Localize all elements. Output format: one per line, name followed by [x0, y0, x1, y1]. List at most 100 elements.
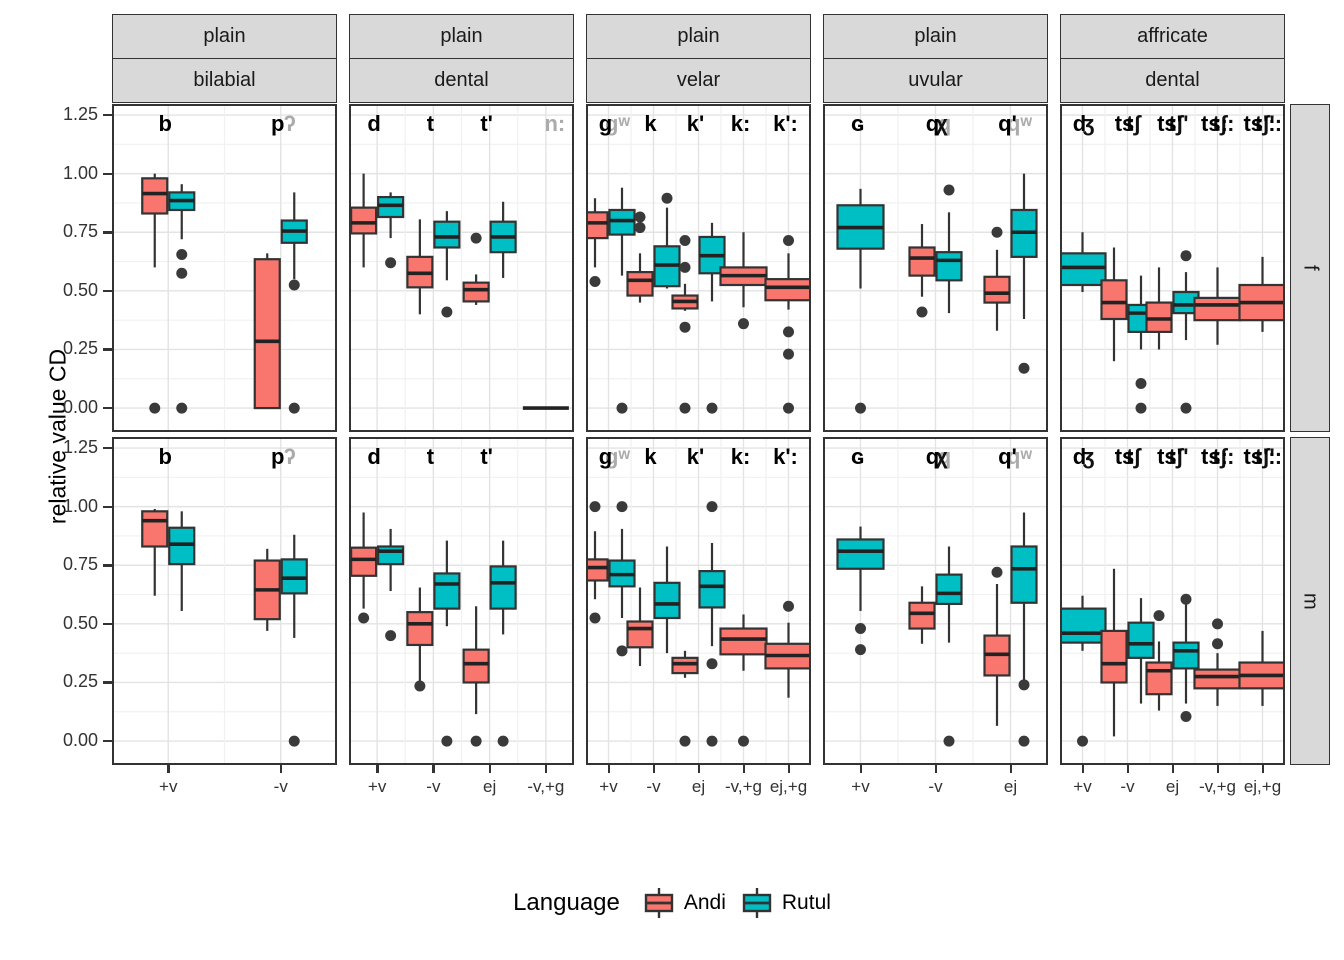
phoneme-label: q	[926, 111, 939, 136]
facet-strip-manner: plain	[586, 14, 811, 59]
panel-velar-m: gʷg k k' k: k':	[586, 437, 811, 765]
y-tick-label: 0.25	[62, 671, 98, 692]
phoneme-label: χ	[935, 444, 948, 469]
phoneme-label-grey: ʔ	[284, 444, 296, 469]
phoneme-label: tʃ':	[1255, 111, 1282, 136]
phoneme-label: k':	[773, 111, 798, 136]
phoneme-label-grey: gʷ	[605, 111, 630, 136]
y-tick-label: 1.25	[62, 437, 98, 458]
x-tick-label: ej	[1003, 777, 1018, 796]
outlier-dot	[679, 261, 691, 273]
box-rutul	[1060, 607, 1107, 644]
phoneme-label: k'	[687, 444, 704, 469]
x-tick-label: ej,+g	[1243, 777, 1282, 796]
legend-key-andi-boxplot-icon	[644, 888, 674, 918]
box-andi	[1100, 629, 1128, 684]
panel-velar-f: gʷg k k' k: k':	[586, 104, 811, 432]
phoneme-label: k	[644, 111, 657, 136]
x-tick-mark	[1216, 765, 1219, 773]
box-andi	[462, 648, 490, 684]
phoneme-label: ʒ	[1083, 111, 1095, 136]
x-tick-mark	[1126, 765, 1129, 773]
box-rutul	[1172, 641, 1200, 670]
box-andi	[1145, 661, 1173, 696]
box-andi	[908, 246, 936, 277]
legend-label-rutul: Rutul	[781, 891, 831, 914]
phoneme-label: ɢ	[851, 111, 864, 136]
box-andi	[626, 271, 654, 297]
phoneme-label: k:	[731, 444, 751, 469]
x-tick-label: ej	[483, 777, 497, 796]
x-tick-label: -v	[273, 777, 288, 796]
legend-label-andi: Andi	[683, 891, 726, 914]
phoneme-label: d	[367, 444, 380, 469]
outlier-dot	[679, 402, 691, 414]
outlier-dot	[1212, 618, 1223, 630]
legend-entry-andi: Andi	[642, 886, 726, 920]
phoneme-label: t'	[480, 444, 493, 469]
outlier-dot	[679, 321, 691, 333]
outlier-dot	[441, 306, 453, 318]
x-tick-label: +v	[851, 777, 870, 796]
x-tick-mark	[167, 765, 170, 773]
x-tick-mark	[279, 765, 283, 773]
y-tick-label: 0.25	[62, 338, 98, 359]
outlier-dot	[679, 234, 691, 246]
phoneme-label-grey: qʷ	[1007, 111, 1032, 136]
outlier-dot	[1180, 250, 1192, 262]
facet-strip-place: uvular	[823, 58, 1048, 103]
phoneme-label: k:	[731, 111, 751, 136]
y-tick-mark	[103, 740, 112, 743]
outlier-dot	[634, 222, 646, 234]
outlier-dot	[288, 735, 300, 747]
y-tick-label: 0.00	[62, 397, 98, 418]
box-rutul	[935, 251, 963, 282]
x-tick-label: -v	[646, 777, 661, 796]
box-andi	[586, 211, 609, 240]
phoneme-label: q'	[998, 111, 1017, 136]
phoneme-label: tʃ':	[1255, 444, 1282, 469]
box-andi	[983, 275, 1011, 304]
x-tick-label: -v,+g	[1198, 777, 1236, 796]
box-rutul	[653, 581, 681, 620]
phoneme-label: ts	[1115, 444, 1135, 469]
y-tick-mark	[103, 505, 112, 509]
x-tick-label: +v	[599, 777, 618, 796]
box-andi	[1193, 668, 1242, 690]
x-tick-mark	[1171, 765, 1174, 773]
outlier-dot	[1018, 362, 1030, 374]
x-tick-label: -v	[928, 777, 943, 796]
outlier-dot	[855, 402, 866, 414]
box-rutul	[698, 570, 726, 609]
outlier-dot	[706, 735, 718, 747]
phoneme-label: ts:	[1201, 444, 1228, 469]
y-tick-mark	[103, 564, 112, 567]
outlier-dot	[1180, 402, 1192, 414]
phoneme-label: ts':	[1243, 111, 1275, 136]
outlier-dot	[634, 211, 646, 223]
outlier-dot	[589, 612, 601, 624]
outlier-dot	[385, 257, 397, 269]
outlier-dot	[589, 501, 601, 513]
outlier-dot	[616, 402, 628, 414]
outlier-dot	[991, 226, 1003, 238]
x-tick-label: ej	[691, 777, 706, 796]
box-andi	[406, 611, 434, 647]
outlier-dot	[497, 735, 509, 747]
box-andi	[1193, 296, 1242, 322]
box-andi	[719, 627, 768, 656]
outlier-dot	[1135, 402, 1147, 414]
y-tick-mark	[103, 622, 112, 626]
y-tick-label: 0.50	[62, 612, 98, 633]
facet-strip-row-m: m	[1290, 437, 1330, 765]
y-tick-label: 0.75	[62, 221, 98, 242]
outlier-dot	[414, 680, 426, 692]
box-andi	[586, 558, 609, 582]
y-tick-mark	[103, 231, 112, 234]
y-tick-label: 1.00	[62, 162, 98, 183]
phoneme-label: b	[159, 111, 172, 136]
phoneme-label: tʃ	[1126, 444, 1142, 469]
legend-title: Language	[513, 889, 620, 916]
outlier-dot	[943, 184, 955, 196]
